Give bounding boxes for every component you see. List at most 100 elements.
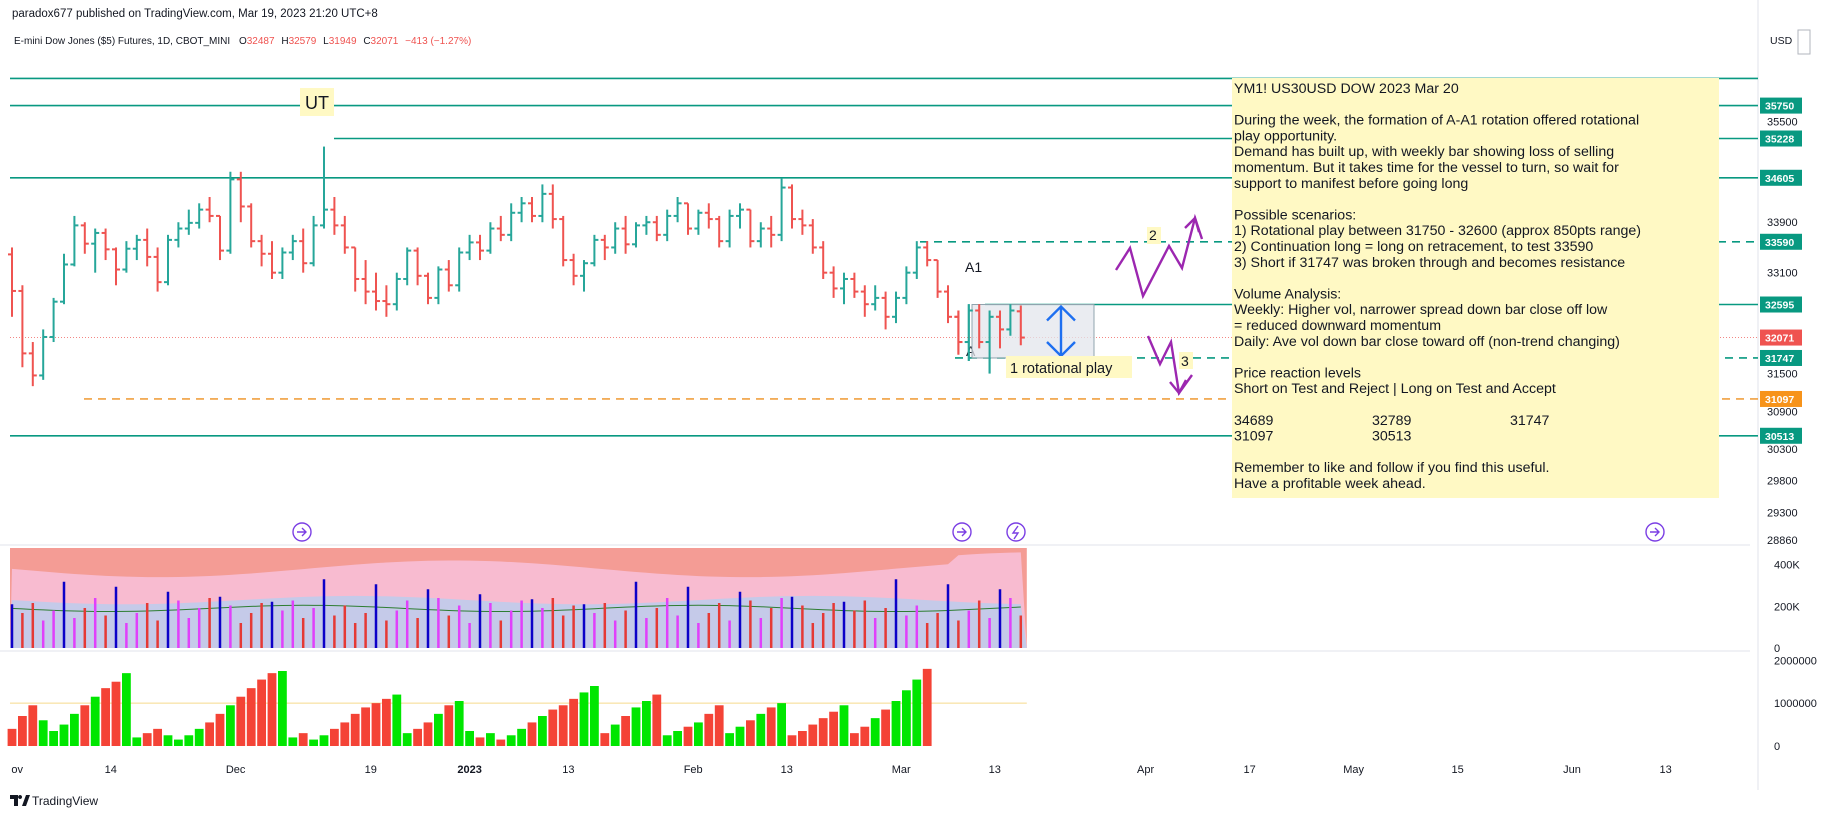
volume-bar	[891, 701, 901, 746]
currency-label[interactable]: USD	[1770, 35, 1793, 47]
ut-label[interactable]: UT	[305, 93, 329, 113]
ohlc-bar	[320, 146, 328, 229]
note-background[interactable]	[1232, 78, 1719, 498]
ohlc-bar	[299, 228, 308, 273]
a-label[interactable]: A	[966, 343, 976, 359]
ohlc-bar	[746, 208, 755, 248]
volume-bar	[18, 716, 27, 746]
volume-bar	[881, 709, 890, 746]
ohlc-bar	[174, 222, 183, 248]
ohlc-bar	[195, 203, 204, 229]
rotation-arrow-icon[interactable]	[1046, 304, 1076, 358]
ohlc-bar	[600, 234, 609, 261]
ohlc-bar	[153, 247, 162, 292]
a1-label[interactable]: A1	[965, 259, 982, 275]
dividend-event-icon[interactable]	[1645, 522, 1665, 542]
note-level-value: 31747	[1510, 413, 1550, 429]
volume-bar	[163, 735, 173, 746]
volume-indicator-pane: 400K 200K 0	[10, 548, 1800, 655]
time-tick-label: 13	[989, 764, 1001, 776]
volume-bar	[246, 688, 256, 746]
volume-bar	[215, 713, 225, 746]
volume-tick-label: 2000000	[1774, 655, 1817, 667]
ohlc-bar	[132, 234, 141, 261]
flash-event-icon[interactable]	[1006, 522, 1026, 542]
volume-bar	[70, 713, 79, 746]
time-tick-label: 19	[365, 764, 377, 776]
time-tick-label: 13	[1659, 764, 1671, 776]
rotational-play-label[interactable]: 1 rotational play	[1010, 361, 1113, 377]
volume-bar	[704, 713, 714, 746]
dividend-event-icon[interactable]	[952, 522, 972, 542]
ohlc-bar	[902, 266, 911, 305]
note-line: Have a profitable week ahead.	[1234, 476, 1426, 492]
volume-bar	[839, 705, 849, 746]
price-level-tag-label: 33590	[1765, 237, 1794, 249]
volume-bar	[860, 726, 870, 746]
ohlc-bar	[590, 234, 599, 267]
volume-bar	[829, 711, 838, 746]
volume-bar	[101, 688, 110, 746]
price-tick-label: 30900	[1767, 406, 1798, 418]
volume-bar	[600, 733, 610, 746]
ohlc-bar	[548, 184, 557, 229]
ohlc-bar	[236, 171, 245, 223]
fullscreen-icon[interactable]	[1797, 29, 1811, 55]
price-level-tag	[1760, 97, 1802, 114]
volume-bar	[80, 705, 90, 746]
volume-bar	[382, 698, 391, 746]
dividend-event-icon[interactable]	[292, 522, 312, 542]
note-line: support to manifest before going long	[1234, 176, 1468, 192]
volume-bar	[423, 722, 433, 746]
volume-bar	[777, 703, 786, 746]
ohlc-bar	[434, 266, 443, 305]
rotation-range-box[interactable]	[971, 304, 1095, 359]
volume-bar	[49, 731, 58, 746]
scenario-2-label[interactable]: 2	[1149, 227, 1157, 243]
volume-bar	[122, 673, 131, 746]
volume-bar	[621, 716, 630, 746]
volume-bar	[142, 733, 152, 746]
ohlc-bar	[829, 266, 838, 298]
chart-drawings[interactable]: UT A1 A 1 rotational play 2 3	[300, 88, 1204, 397]
ohlc-bar	[351, 246, 360, 292]
note-line: Short on Test and Reject | Long on Test …	[1234, 381, 1556, 397]
volume-bar	[371, 703, 381, 746]
scenario-3-label[interactable]: 3	[1181, 353, 1189, 369]
ohlc-bar	[788, 184, 796, 229]
ohlc-bar	[684, 202, 692, 235]
volume-bar	[527, 722, 537, 746]
price-axis[interactable]: 35500 33900 33100 31500 30900 30300 29800 29300…	[1767, 116, 1798, 547]
price-level-tag	[1760, 233, 1802, 250]
tradingview-logo[interactable]: TradingView	[10, 794, 98, 808]
ohlc-bar	[164, 234, 172, 286]
analysis-note[interactable]: YM1! US30USD DOW 2023 Mar 20 During the w…	[1232, 78, 1719, 498]
volume-bar	[298, 733, 308, 746]
note-line: During the week, the formation of A-A1 r…	[1234, 113, 1639, 129]
price-level-tag-label: 31097	[1765, 394, 1794, 406]
price-level-tag-label: 35750	[1765, 101, 1794, 113]
scenario-3-arrowhead-icon	[1169, 379, 1188, 396]
volume-bar	[610, 724, 620, 746]
price-level-tag-label: 35228	[1765, 134, 1794, 146]
volume-bar	[28, 705, 38, 746]
volume-bar	[798, 731, 807, 746]
volume-bar	[538, 716, 547, 746]
price-level-tag	[1760, 169, 1802, 186]
volume-bars-pane: 2000000 1000000 0	[7, 655, 1817, 753]
volume-bar	[59, 724, 69, 746]
ohlc-bar	[652, 215, 661, 242]
price-level-tag	[1760, 349, 1802, 366]
volume-tick-label: 0	[1774, 741, 1780, 753]
volume-tick-label: 400K	[1774, 560, 1800, 572]
note-level-value: 30513	[1372, 429, 1412, 445]
ohlc-bar	[101, 228, 110, 261]
ohlc-bar	[39, 329, 48, 380]
note-line: YM1! US30USD DOW 2023 Mar 20	[1234, 81, 1459, 97]
price-level-tag	[1760, 390, 1802, 407]
ohlc-bar	[725, 209, 734, 248]
time-axis[interactable]: ov 14 Dec 19 2023 13 Feb 13 Mar 13 Apr 17 May 15 Jun 13	[11, 764, 1671, 776]
volume-bar	[267, 673, 277, 746]
ohlc-bar	[632, 222, 640, 248]
